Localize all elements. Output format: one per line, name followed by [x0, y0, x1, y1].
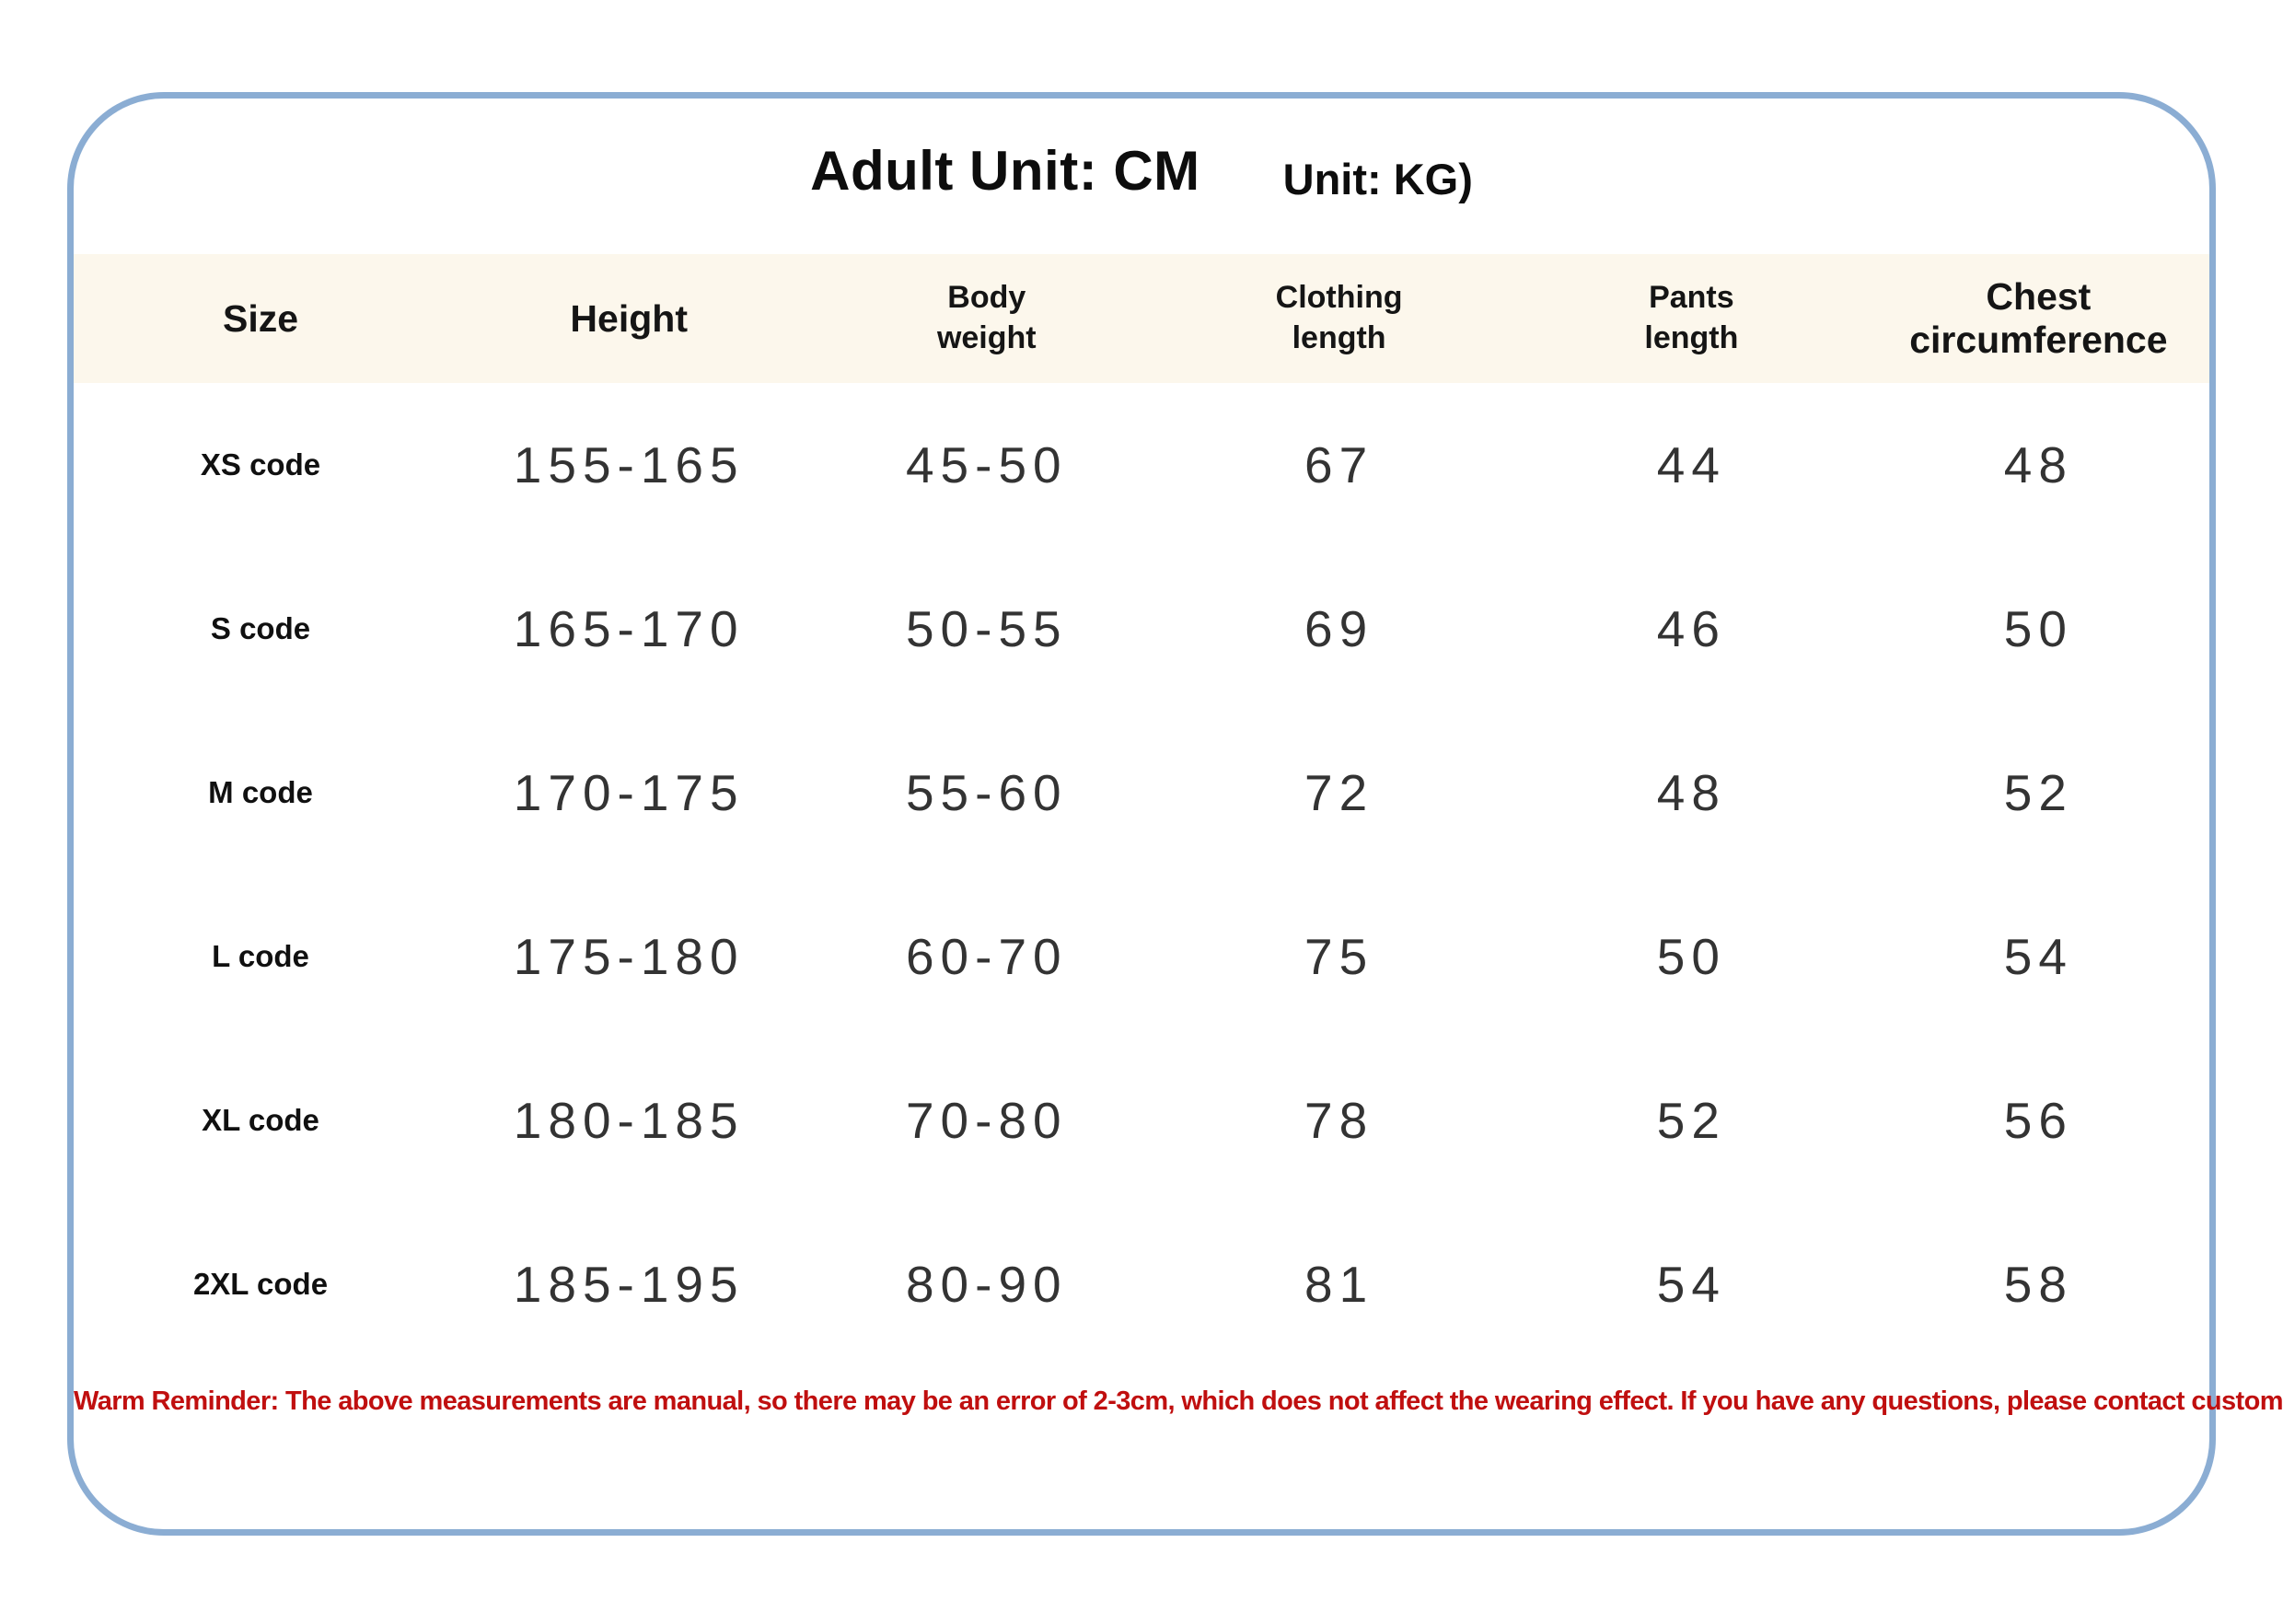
body-weight-cell: 55-60: [905, 764, 1068, 821]
page-title: Adult Unit: CM: [810, 140, 1200, 202]
clothing-length-cell: 81: [1304, 1256, 1374, 1313]
size-table-header: Size Height Body weight Clothing length …: [74, 254, 2209, 383]
pants-length-cell: 48: [1656, 764, 1726, 821]
header-chest-circumference: Chest circumference: [1909, 275, 2168, 361]
pants-length-cell: 54: [1656, 1256, 1726, 1313]
clothing-length-cell: 75: [1304, 928, 1374, 985]
size-cell: S code: [210, 611, 311, 645]
height-cell: 175-180: [513, 928, 745, 985]
header-pants-length: Pants length: [1644, 280, 1739, 355]
pants-length-cell: 46: [1656, 600, 1726, 657]
warm-reminder-text: Warm Reminder: The above measurements ar…: [74, 1386, 2283, 1416]
body-weight-cell: 70-80: [905, 1092, 1068, 1149]
size-cell: 2XL code: [192, 1267, 329, 1301]
chest-circumference-cell: 48: [2003, 436, 2073, 493]
table-row-xs: XS code 155-165 45-50 67 44 48: [74, 383, 2209, 547]
table-row-m: M code 170-175 55-60 72 48 52: [74, 711, 2209, 875]
body-weight-cell: 60-70: [905, 928, 1068, 985]
size-chart-card: Adult Unit: CM Unit: KG) Size Height Bod…: [67, 92, 2283, 1536]
body-weight-cell: 50-55: [905, 600, 1068, 657]
height-cell: 185-195: [513, 1256, 745, 1313]
header-height: Height: [570, 296, 688, 340]
size-cell: M code: [208, 775, 313, 809]
height-cell: 180-185: [513, 1092, 745, 1149]
height-cell: 170-175: [513, 764, 745, 821]
pants-length-cell: 44: [1656, 436, 1726, 493]
unit-note: Unit: KG): [1282, 155, 1473, 203]
body-weight-cell: 80-90: [905, 1256, 1068, 1313]
pants-length-cell: 50: [1656, 928, 1726, 985]
pants-length-cell: 52: [1656, 1092, 1726, 1149]
chest-circumference-cell: 52: [2003, 764, 2073, 821]
table-row-s: S code 165-170 50-55 69 46 50: [74, 547, 2209, 711]
title-row: Adult Unit: CM Unit: KG): [74, 139, 2209, 204]
clothing-length-cell: 78: [1304, 1092, 1374, 1149]
chest-circumference-cell: 54: [2003, 928, 2073, 985]
size-cell: XL code: [202, 1103, 319, 1137]
chest-circumference-cell: 56: [2003, 1092, 2073, 1149]
clothing-length-cell: 67: [1304, 436, 1374, 493]
height-cell: 165-170: [513, 600, 745, 657]
size-cell: XS code: [200, 447, 321, 481]
header-row: Size Height Body weight Clothing length …: [74, 254, 2209, 383]
size-table: Size Height Body weight Clothing length …: [74, 254, 2209, 1366]
body-weight-cell: 45-50: [905, 436, 1068, 493]
header-body-weight: Body weight: [936, 280, 1037, 355]
chest-circumference-cell: 58: [2003, 1256, 2073, 1313]
size-cell: L code: [212, 939, 309, 973]
header-size: Size: [222, 296, 299, 340]
clothing-length-cell: 69: [1304, 600, 1374, 657]
header-clothing-length: Clothing length: [1275, 280, 1403, 355]
chest-circumference-cell: 50: [2003, 600, 2073, 657]
size-table-body: XS code 155-165 45-50 67 44 48 S code 16…: [74, 383, 2209, 1366]
height-cell: 155-165: [513, 436, 745, 493]
table-row-xl: XL code 180-185 70-80 78 52 56: [74, 1038, 2209, 1202]
clothing-length-cell: 72: [1304, 764, 1374, 821]
table-row-l: L code 175-180 60-70 75 50 54: [74, 875, 2209, 1038]
table-row-2xl: 2XL code 185-195 80-90 81 54 58: [74, 1202, 2209, 1366]
